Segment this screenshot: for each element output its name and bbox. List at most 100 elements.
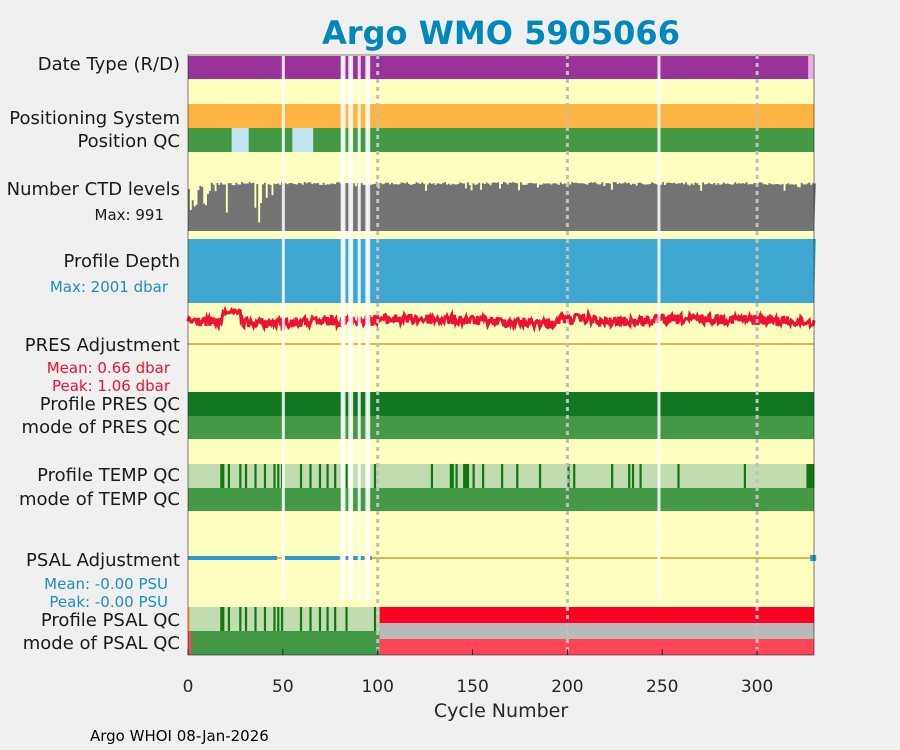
missing-cycle-line-1 [340,55,344,600]
position-qc-gap-0 [231,128,249,152]
missing-cycle-line-3 [348,55,352,600]
label-date-type: Date Type (R/D) [38,54,180,75]
position-qc-gap-1 [292,128,314,152]
temp-qc-flag-10 [299,464,303,488]
temp-qc-flag-18 [449,464,452,488]
x-axis: 0 50 100 150 200 250 300 [183,649,773,697]
date-type-realtime-bar [188,56,809,79]
psal-qc-flag-14 [334,607,337,631]
temp-qc-flag-0 [220,464,223,488]
pres-qc-bar [188,392,814,416]
temp-qc-flag-16 [373,464,377,488]
psal-qc-flag-8 [277,607,280,631]
label-psal-qc: Profile PSAL QC [41,610,180,631]
psal-qc-flag-12 [318,607,322,631]
label-pres-mode: mode of PRES QC [22,417,180,438]
temp-qc-flag-23 [466,464,470,488]
temp-qc-flag-30 [573,464,576,488]
x-tick-label-50: 50 [272,677,294,697]
date-type-delayed-bar [808,56,814,79]
missing-cycle-line-5 [357,55,361,600]
missing-cycle-line-0 [281,55,285,600]
psal-qc-early-bar [188,607,380,631]
temp-qc-flag-29 [567,464,570,488]
psal-qc-first-cycle [188,607,190,631]
psal-qc-flag-5 [254,607,257,631]
temp-qc-flag-25 [482,464,485,488]
temp-qc-flag-2 [227,464,231,488]
psal-qc-flag-2 [227,607,231,631]
temp-qc-flag-35 [677,464,680,488]
psal-qc-flag-9 [280,607,284,631]
psal-qc-flag-6 [263,607,267,631]
temp-qc-flag-4 [244,464,248,488]
label-profile-depth: Profile Depth [63,251,180,272]
label-psal-peak: Peak: -0.00 PSU [49,593,168,611]
psal-mode-bad-bar [379,639,814,655]
temp-qc-flag-27 [516,464,519,488]
temp-qc-flag-15 [345,464,348,488]
temp-qc-flag-33 [631,464,635,488]
x-tick-label-200: 200 [551,677,583,697]
missing-cycle-line-8 [657,55,661,600]
temp-qc-flag-40 [812,464,815,488]
label-depth-max: Max: 2001 dbar [50,278,169,296]
psal-qc-flag-15 [345,607,348,631]
temp-qc-flag-21 [463,464,466,488]
x-axis-label: Cycle Number [434,700,568,722]
temp-qc-flag-17 [430,464,434,488]
psal-qc-flag-4 [244,607,248,631]
temp-qc-flag-14 [334,464,337,488]
pres-adjustment-line [186,305,816,333]
label-pres-adjustment: PRES Adjustment [25,335,180,356]
temp-qc-flag-13 [326,464,329,488]
temp-qc-flag-1 [222,464,225,488]
psal-qc-flag-16 [373,607,377,631]
plot-frame [187,54,815,656]
label-pres-mean: Mean: 0.66 dbar [47,359,171,377]
label-ctd-max: Max: 991 [95,206,164,224]
footer-text: Argo WHOI 08-Jan-2026 [90,727,269,745]
psal-qc-grey-bar [379,623,814,631]
missing-cycle-line-2 [342,55,346,600]
missing-cycle-line-7 [367,55,371,600]
temp-qc-flag-39 [810,464,813,488]
psal-qc-flag-1 [222,607,225,631]
psal-mode-good-bar [188,631,380,655]
temp-qc-flag-11 [309,464,312,488]
temp-qc-flag-24 [472,464,475,488]
temp-qc-flag-37 [806,464,809,488]
x-tick-label-300: 300 [741,677,773,697]
temp-qc-flag-36 [743,464,747,488]
chart-title: Argo WMO 5905066 [322,14,680,52]
psal-qc-flag-3 [239,607,242,631]
positioning-system-bar [188,104,814,128]
label-psal-mode: mode of PSAL QC [23,633,180,654]
psal-mode-grey-bar [379,631,814,639]
temp-qc-flag-5 [254,464,257,488]
x-tick-label-250: 250 [646,677,678,697]
temp-qc-flag-19 [451,464,454,488]
missing-cycle-line-4 [350,55,354,600]
psal-qc-bad-bar [379,607,814,623]
psal-mode-first-cycle [188,631,191,655]
temp-qc-flag-3 [239,464,242,488]
temp-qc-flag-32 [628,464,631,488]
label-position-qc: Position QC [77,131,180,152]
psal-qc-flag-13 [326,607,329,631]
temp-qc-flag-7 [273,464,276,488]
label-pres-qc: Profile PRES QC [40,394,180,415]
psal-qc-flag-7 [273,607,276,631]
psal-adjustment-point [810,555,817,561]
x-tick-label-100: 100 [361,677,393,697]
temp-qc-flag-6 [263,464,267,488]
label-ctd-levels: Number CTD levels [7,179,180,200]
temp-qc-flag-22 [464,464,468,488]
psal-qc-flag-0 [220,607,223,631]
label-psal-mean: Mean: -0.00 PSU [44,575,168,593]
label-psal-adjustment: PSAL Adjustment [26,550,180,571]
temp-qc-flag-31 [611,464,614,488]
temp-qc-flag-34 [639,464,642,488]
psal-qc-flag-10 [299,607,303,631]
temp-qc-flag-8 [277,464,280,488]
